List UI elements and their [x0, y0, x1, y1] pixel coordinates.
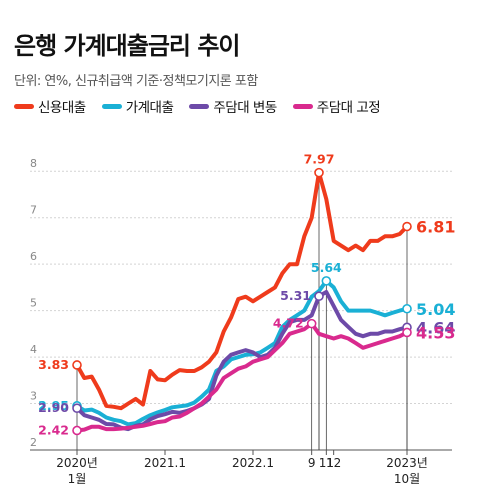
x-tick-label: 2020년 — [56, 456, 98, 470]
series-line-credit — [75, 170, 409, 411]
x-tick-sublabel: 1월 — [68, 472, 87, 486]
legend-swatch-credit — [14, 103, 34, 109]
x-tick-label: 2021.1 — [144, 456, 186, 470]
legend-item-variable: 주담대 변동 — [189, 96, 277, 116]
x-tick-label: 2023년 — [386, 456, 428, 470]
point-marker-household — [321, 276, 332, 286]
legend-label-household: 가계대출 — [125, 100, 174, 116]
point-marker-credit — [72, 360, 82, 370]
data-label-household: 5.04 — [416, 300, 455, 319]
data-label-fixed: 2.42 — [38, 422, 69, 437]
legend-swatch-household — [101, 103, 122, 109]
chart-title: 은행 가계대출금리 추이 — [14, 32, 241, 60]
data-label-variable: 4.64 — [416, 318, 455, 337]
legend-item-credit: 신용대출 — [14, 96, 86, 116]
y-tick-label: 4 — [30, 343, 37, 356]
point-marker-household — [402, 303, 412, 314]
legend-label-credit: 신용대출 — [38, 100, 86, 116]
data-label-variable: 2.90 — [38, 400, 69, 415]
y-tick-label: 2 — [30, 436, 37, 449]
x-tick-label: 11 — [319, 456, 334, 470]
series-line-fixed — [75, 321, 409, 433]
legend-swatch-fixed — [292, 103, 313, 109]
data-label-household: 2.95 — [38, 398, 69, 413]
data-label-fixed: 4.53 — [416, 323, 455, 342]
point-marker-variable — [72, 403, 82, 413]
legend-swatch-variable — [189, 103, 210, 109]
point-marker-variable — [314, 291, 324, 302]
legend: 신용대출 가계대출 주담대 변동 주담대 고정 — [14, 96, 381, 116]
data-label-credit: 7.97 — [304, 152, 335, 167]
point-marker-fixed — [72, 425, 82, 436]
y-tick-label: 8 — [30, 157, 37, 170]
x-tick-sublabel: 10월 — [394, 472, 420, 486]
series-line-household — [75, 278, 409, 427]
data-label-credit: 6.81 — [416, 218, 455, 237]
y-tick-label: 5 — [30, 297, 37, 310]
data-label-credit: 3.83 — [38, 357, 69, 372]
data-label-variable: 5.31 — [280, 288, 311, 303]
point-marker-fixed — [402, 327, 412, 338]
y-tick-label: 6 — [30, 250, 37, 263]
x-tick-label: 12 — [326, 456, 341, 470]
legend-label-variable: 주담대 변동 — [213, 100, 277, 116]
y-tick-label: 3 — [30, 390, 37, 403]
y-tick-label: 7 — [30, 204, 37, 217]
data-label-fixed: 4.72 — [273, 316, 304, 331]
chart-subtitle: 단위: 연%, 신규취급액 기준·정책모기지론 포함 — [14, 74, 258, 89]
data-label-household: 5.64 — [311, 260, 342, 275]
point-marker-credit — [314, 167, 324, 178]
point-marker-credit — [402, 221, 412, 232]
legend-label-fixed: 주담대 고정 — [316, 100, 381, 116]
x-tick-label: 9 — [308, 456, 316, 470]
legend-item-fixed: 주담대 고정 — [292, 96, 381, 116]
point-marker-fixed — [306, 318, 317, 329]
x-tick-label: 2022.1 — [232, 456, 274, 470]
legend-item-household: 가계대출 — [101, 96, 174, 116]
